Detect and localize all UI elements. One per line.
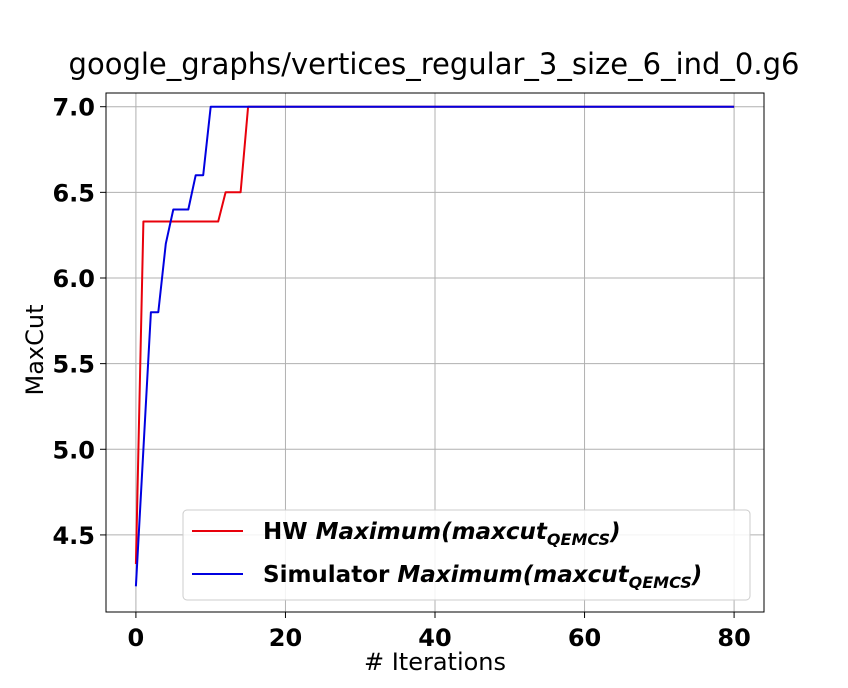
y-tick-label: 6.5 — [52, 179, 95, 207]
legend-label-0: HW Maximum(maxcutQEMCS) — [263, 519, 621, 549]
legend-label-part: Maximum(maxcut — [397, 562, 629, 588]
x-axis-label: # Iterations — [364, 648, 506, 676]
x-tick-label: 80 — [717, 624, 750, 652]
axis-ticks: 0 20 40 60 80 4.5 5.0 5.5 6.0 6.5 7.0 — [52, 94, 750, 652]
legend-label-part: ) — [609, 519, 621, 545]
y-tick-label: 4.5 — [52, 522, 95, 550]
legend-label-1: Simulator Maximum(maxcutQEMCS) — [263, 562, 702, 592]
x-tick-label: 0 — [128, 624, 145, 652]
x-tick-label: 40 — [418, 624, 451, 652]
legend: HW Maximum(maxcutQEMCS)Simulator Maximum… — [182, 509, 751, 601]
chart-title: google_graphs/vertices_regular_3_size_6_… — [69, 47, 800, 81]
legend-label-part: QEMCS — [547, 530, 610, 549]
y-tick-label: 5.0 — [52, 436, 95, 464]
legend-label-part: Maximum(maxcut — [316, 519, 548, 545]
legend-label-part: QEMCS — [629, 573, 692, 592]
y-tick-label: 7.0 — [52, 94, 95, 122]
y-axis-label: MaxCut — [21, 305, 49, 396]
x-tick-label: 20 — [269, 624, 302, 652]
legend-label-part: HW — [263, 519, 316, 545]
legend-label-part: Simulator — [263, 562, 397, 588]
plot-lines — [134, 105, 735, 587]
x-tick-label: 60 — [568, 624, 601, 652]
y-tick-label: 5.5 — [52, 351, 95, 379]
legend-box — [182, 509, 751, 601]
series-line-1 — [134, 105, 735, 587]
y-tick-label: 6.0 — [52, 265, 95, 293]
legend-label-part: ) — [691, 562, 703, 588]
